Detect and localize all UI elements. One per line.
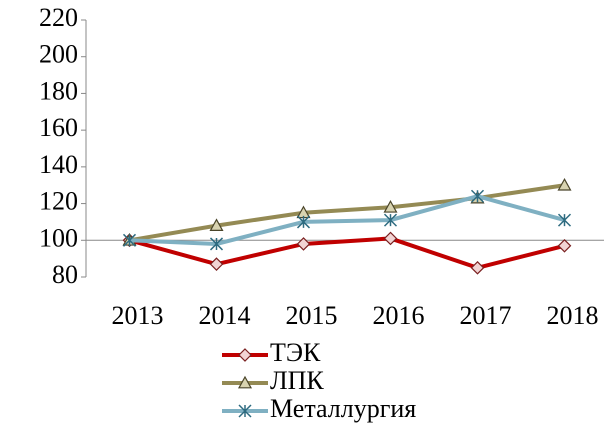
y-tick-label: 200	[39, 40, 78, 69]
series-line	[128, 236, 565, 270]
legend-label: ТЭК	[270, 338, 321, 367]
x-tick-label: 2014	[199, 301, 251, 330]
series-line	[129, 194, 566, 246]
y-tick-label: 140	[39, 150, 78, 179]
marker	[470, 260, 485, 275]
x-tick-label: 2018	[547, 301, 599, 330]
y-tick-label: 120	[39, 187, 78, 216]
legend-label: Металлургия	[270, 394, 416, 423]
y-tick-label: 160	[39, 113, 78, 142]
y-tick-label: 220	[39, 3, 78, 32]
marker	[557, 177, 572, 191]
marker	[557, 238, 572, 253]
x-tick-label: 2013	[112, 301, 164, 330]
x-tick-label: 2017	[460, 301, 512, 330]
marker	[470, 189, 485, 203]
marker	[209, 257, 224, 271]
marker	[557, 213, 572, 227]
y-tick-label: 100	[39, 223, 78, 252]
marker	[296, 237, 311, 251]
marker	[238, 348, 252, 362]
x-tick-label: 2015	[286, 301, 338, 330]
marker	[383, 213, 398, 227]
marker	[238, 404, 252, 418]
marker	[296, 215, 311, 229]
series-line	[129, 183, 565, 243]
y-tick-label: 180	[39, 76, 78, 105]
marker	[383, 231, 398, 246]
legend-label: ЛПК	[270, 366, 324, 395]
marker	[237, 375, 253, 389]
marker	[209, 237, 224, 251]
y-tick-label: 80	[52, 260, 78, 289]
marker	[122, 233, 137, 247]
marker	[209, 218, 224, 231]
marker	[383, 200, 398, 213]
x-tick-label: 2016	[373, 301, 425, 330]
